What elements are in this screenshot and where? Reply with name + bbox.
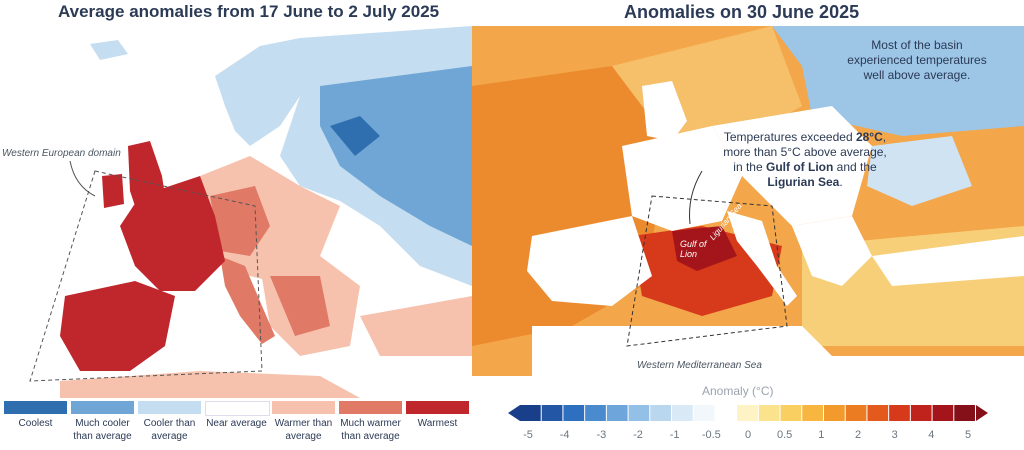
colorbar-segment — [693, 405, 715, 421]
britain-region — [128, 141, 168, 221]
western-med-domain-box — [626, 195, 788, 347]
central-warm-core — [210, 186, 270, 256]
legend-swatch-cooler — [138, 401, 201, 414]
legend-label-coolest: Coolest — [18, 418, 53, 429]
colorbar-segment — [758, 405, 780, 421]
colorbar-segment — [954, 405, 975, 421]
western-european-domain-label: Western European domain — [2, 148, 121, 159]
colorbar-arrow-right — [976, 405, 988, 421]
colorbar-segment — [824, 405, 845, 421]
legend-swatch-warmer — [272, 401, 335, 414]
colorbar-segment — [802, 405, 823, 421]
legend-label-warmer: Warmer than average — [274, 418, 333, 442]
colorbar-tick-label: 2 — [854, 429, 862, 441]
colorbar-segment — [585, 405, 606, 421]
balkans-land — [792, 216, 872, 286]
legend-swatch-near-average — [205, 401, 270, 416]
colorbar-segment — [845, 405, 867, 421]
temperature-callout: Temperatures exceeded 28°C, more than 5°… — [723, 130, 887, 189]
colorbar-segment — [867, 405, 889, 421]
france-land — [622, 126, 742, 231]
eastern-cool-small — [330, 116, 380, 156]
colorbar-arrow-left — [508, 405, 520, 421]
legend-swatch-much-warmer — [339, 401, 402, 414]
colorbar-tick-label: -1 — [669, 429, 680, 441]
iberia-land — [527, 216, 652, 306]
colorbar-tick-label: -3 — [596, 429, 607, 441]
europe-anomaly-map — [0, 26, 472, 398]
ireland-region — [102, 174, 124, 208]
legend-swatch-warmest — [406, 401, 469, 414]
north-africa-region — [60, 371, 360, 398]
legend-label-warmest: Warmest — [417, 418, 458, 429]
left-panel-title: Average anomalies from 17 June to 2 July… — [58, 2, 440, 21]
legend-label-near-average: Near average — [206, 418, 267, 429]
iceland-region — [90, 40, 128, 60]
turkey-region — [360, 296, 472, 356]
colorbar-segment — [889, 405, 910, 421]
colorbar-segment — [672, 405, 693, 421]
colorbar-tick-label: -4 — [559, 429, 570, 441]
colorbar-tick-label: 4 — [928, 429, 935, 441]
legend-label-much-cooler: Much cooler than average — [73, 418, 132, 442]
colorbar-segment — [563, 405, 585, 421]
colorbar-segment — [520, 405, 541, 421]
right-panel: Anomalies on 30 June 2025 Most of the ba… — [472, 0, 1024, 450]
iberia-region — [60, 281, 175, 371]
colorbar-tick-label: -5 — [523, 429, 533, 441]
colorbar-title: Anomaly (°C) — [702, 384, 774, 398]
legend-swatch-coolest — [4, 401, 67, 414]
turkey-land — [872, 236, 1024, 286]
right-panel-title: Anomalies on 30 June 2025 — [624, 2, 860, 22]
balkans-warm — [270, 276, 330, 336]
colorbar-segment — [650, 405, 671, 421]
britain-land — [642, 81, 687, 141]
basin-note: Most of the basin experienced temperatur… — [847, 38, 987, 82]
western-med-domain-label: Western Mediterranean Sea — [637, 360, 762, 371]
colorbar-tick-label: 0 — [744, 429, 752, 441]
colorbar-segment — [737, 405, 758, 421]
colorbar-tick-label: 0.5 — [777, 429, 793, 441]
colorbar-tick-label: -0.5 — [701, 429, 721, 441]
colorbar-segment — [541, 405, 563, 421]
colorbar-segment — [780, 405, 802, 421]
left-panel: Average anomalies from 17 June to 2 July… — [0, 0, 472, 450]
colorbar-segment — [932, 405, 954, 421]
baltic-region — [772, 26, 1024, 136]
gulf-of-lion-core — [672, 226, 737, 271]
colorbar-tick-label: 3 — [891, 429, 898, 441]
eastern-cool-core — [320, 66, 472, 246]
colorbar-tick-label: 5 — [964, 429, 972, 441]
italy-land — [727, 211, 797, 306]
mediterranean-anomaly-map — [472, 26, 1024, 376]
legend-label-cooler: Cooler than average — [143, 418, 196, 442]
legend-label-much-warmer: Much warmer than average — [340, 418, 401, 442]
gulf-of-lion-label: Gulf of Lion — [680, 239, 707, 259]
legend-swatch-much-cooler — [71, 401, 134, 414]
colorbar-segment — [715, 405, 737, 421]
colorbar-tick-label: 1 — [818, 429, 825, 441]
colorbar-segment — [606, 405, 628, 421]
central-europe-land — [712, 106, 872, 226]
north-africa-land — [532, 326, 1024, 376]
colorbar-segment — [628, 405, 650, 421]
domain-arrow — [69, 160, 96, 197]
italy-region — [220, 256, 275, 344]
callout-arrow — [689, 170, 703, 225]
black-sea-region — [867, 136, 972, 206]
colorbar-segment — [910, 405, 932, 421]
colorbar-tick-label: -2 — [633, 429, 643, 441]
left-legend: Coolest Much cooler than average Cooler … — [0, 401, 472, 450]
anomaly-colorbar — [508, 405, 988, 421]
